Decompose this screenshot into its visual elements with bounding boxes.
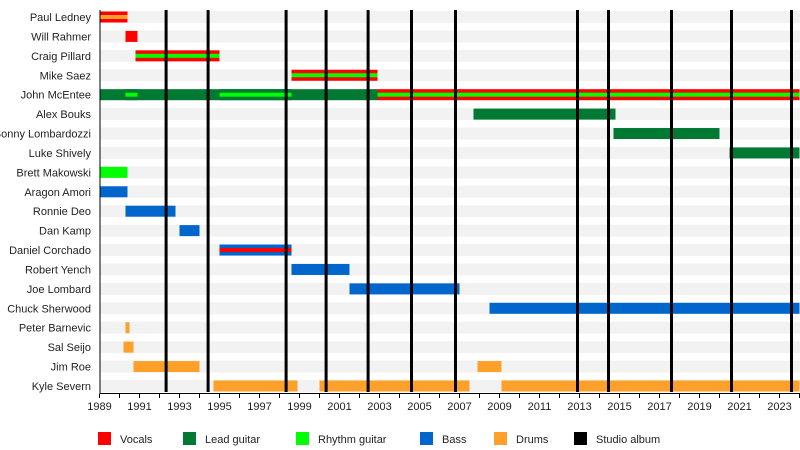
- x-tick-label: 1991: [127, 401, 151, 413]
- x-tick-label: 2005: [407, 401, 431, 413]
- legend-swatch-rhythm: [296, 432, 309, 445]
- member-name: Kyle Severn: [32, 381, 91, 393]
- bar-bass: [179, 225, 200, 237]
- member-name: Robert Yench: [25, 264, 91, 276]
- row-band: [100, 185, 800, 198]
- stripe-vocals: [219, 248, 292, 253]
- row-band: [100, 244, 800, 257]
- bar-drums: [213, 380, 298, 392]
- member-name: Joe Lombard: [27, 284, 91, 296]
- row-band: [100, 108, 800, 121]
- member-name: Dan Kamp: [39, 226, 91, 238]
- row-band: [100, 49, 800, 62]
- bar-bass: [489, 302, 800, 314]
- bar-rhythm: [99, 166, 128, 178]
- x-tick-label: 1995: [207, 401, 231, 413]
- member-name: Daniel Corchado: [9, 245, 91, 257]
- legend-swatch-lead: [183, 432, 196, 445]
- legend-label-drums: Drums: [516, 434, 549, 446]
- stripe-rhythm: [377, 92, 800, 97]
- x-tick-label: 1989: [87, 401, 111, 413]
- bar-drums: [501, 380, 800, 392]
- member-name: Paul Ledney: [30, 12, 92, 24]
- x-tick-label: 2001: [327, 401, 351, 413]
- x-tick-label: 1993: [167, 401, 191, 413]
- member-name: Peter Barnevic: [19, 323, 92, 335]
- x-tick-label: 1999: [287, 401, 311, 413]
- x-tick-label: 2009: [487, 401, 511, 413]
- stripe-rhythm: [219, 92, 292, 97]
- bar-bass: [291, 263, 350, 275]
- legend-swatch-bass: [420, 432, 433, 445]
- bar-bass: [349, 283, 460, 295]
- x-tick-label: 2013: [567, 401, 591, 413]
- x-tick-label: 2021: [727, 401, 751, 413]
- member-name: Mike Saez: [40, 70, 91, 82]
- row-band: [100, 166, 800, 179]
- legend-label-vocals: Vocals: [120, 434, 153, 446]
- row-band: [100, 263, 800, 276]
- member-name: Alex Bouks: [36, 109, 92, 121]
- x-tick-label: 1997: [247, 401, 271, 413]
- legend-swatch-vocals: [98, 432, 111, 445]
- row-band: [100, 321, 800, 334]
- x-tick-label: 2007: [447, 401, 471, 413]
- x-tick-label: 2023: [767, 401, 791, 413]
- legend-label-lead: Lead guitar: [205, 434, 260, 446]
- bar-drums: [319, 380, 470, 392]
- legend-swatch-album: [574, 432, 587, 445]
- stripe-rhythm: [291, 73, 378, 78]
- legend-swatch-drums: [494, 432, 507, 445]
- row-band: [100, 11, 800, 23]
- x-tick-label: 2015: [607, 401, 631, 413]
- legend-label-bass: Bass: [442, 434, 467, 446]
- member-name: Jim Roe: [51, 362, 91, 374]
- member-name: Ronnie Deo: [33, 206, 91, 218]
- member-name: Luke Shively: [29, 148, 92, 160]
- member-name: Brett Makowski: [16, 167, 91, 179]
- member-name: Will Rahmer: [31, 31, 91, 43]
- legend-label-album: Studio album: [596, 434, 660, 446]
- legend-label-rhythm: Rhythm guitar: [318, 434, 387, 446]
- bar-drums: [123, 341, 134, 353]
- bar-bass: [125, 205, 176, 217]
- bar-vocals: [125, 30, 138, 42]
- member-name: Craig Pillard: [31, 51, 91, 63]
- row-band: [100, 205, 800, 218]
- member-name: Chuck Sherwood: [7, 303, 91, 315]
- stripe-drums: [99, 15, 128, 19]
- x-tick-label: 2017: [647, 401, 671, 413]
- bar-bass: [99, 186, 128, 198]
- x-tick-label: 2003: [367, 401, 391, 413]
- row-band: [100, 224, 800, 237]
- bar-drums: [477, 361, 502, 373]
- member-name: Aragon Amori: [24, 187, 91, 199]
- row-band: [100, 69, 800, 82]
- member-name: Sal Seijo: [48, 342, 91, 354]
- row-band: [100, 146, 800, 159]
- bar-lead: [729, 147, 800, 159]
- row-band: [100, 127, 800, 140]
- stripe-rhythm: [125, 92, 138, 97]
- x-tick-label: 2019: [687, 401, 711, 413]
- row-band: [100, 360, 800, 373]
- row-band: [100, 30, 800, 43]
- member-name: John McEntee: [21, 90, 91, 102]
- stripe-rhythm: [135, 53, 220, 58]
- bar-lead: [473, 108, 616, 120]
- x-tick-label: 2011: [528, 401, 552, 413]
- member-name: Sonny Lombardozzi: [0, 129, 91, 141]
- bar-drums: [125, 322, 130, 334]
- bar-lead: [613, 128, 720, 140]
- row-band: [100, 341, 800, 354]
